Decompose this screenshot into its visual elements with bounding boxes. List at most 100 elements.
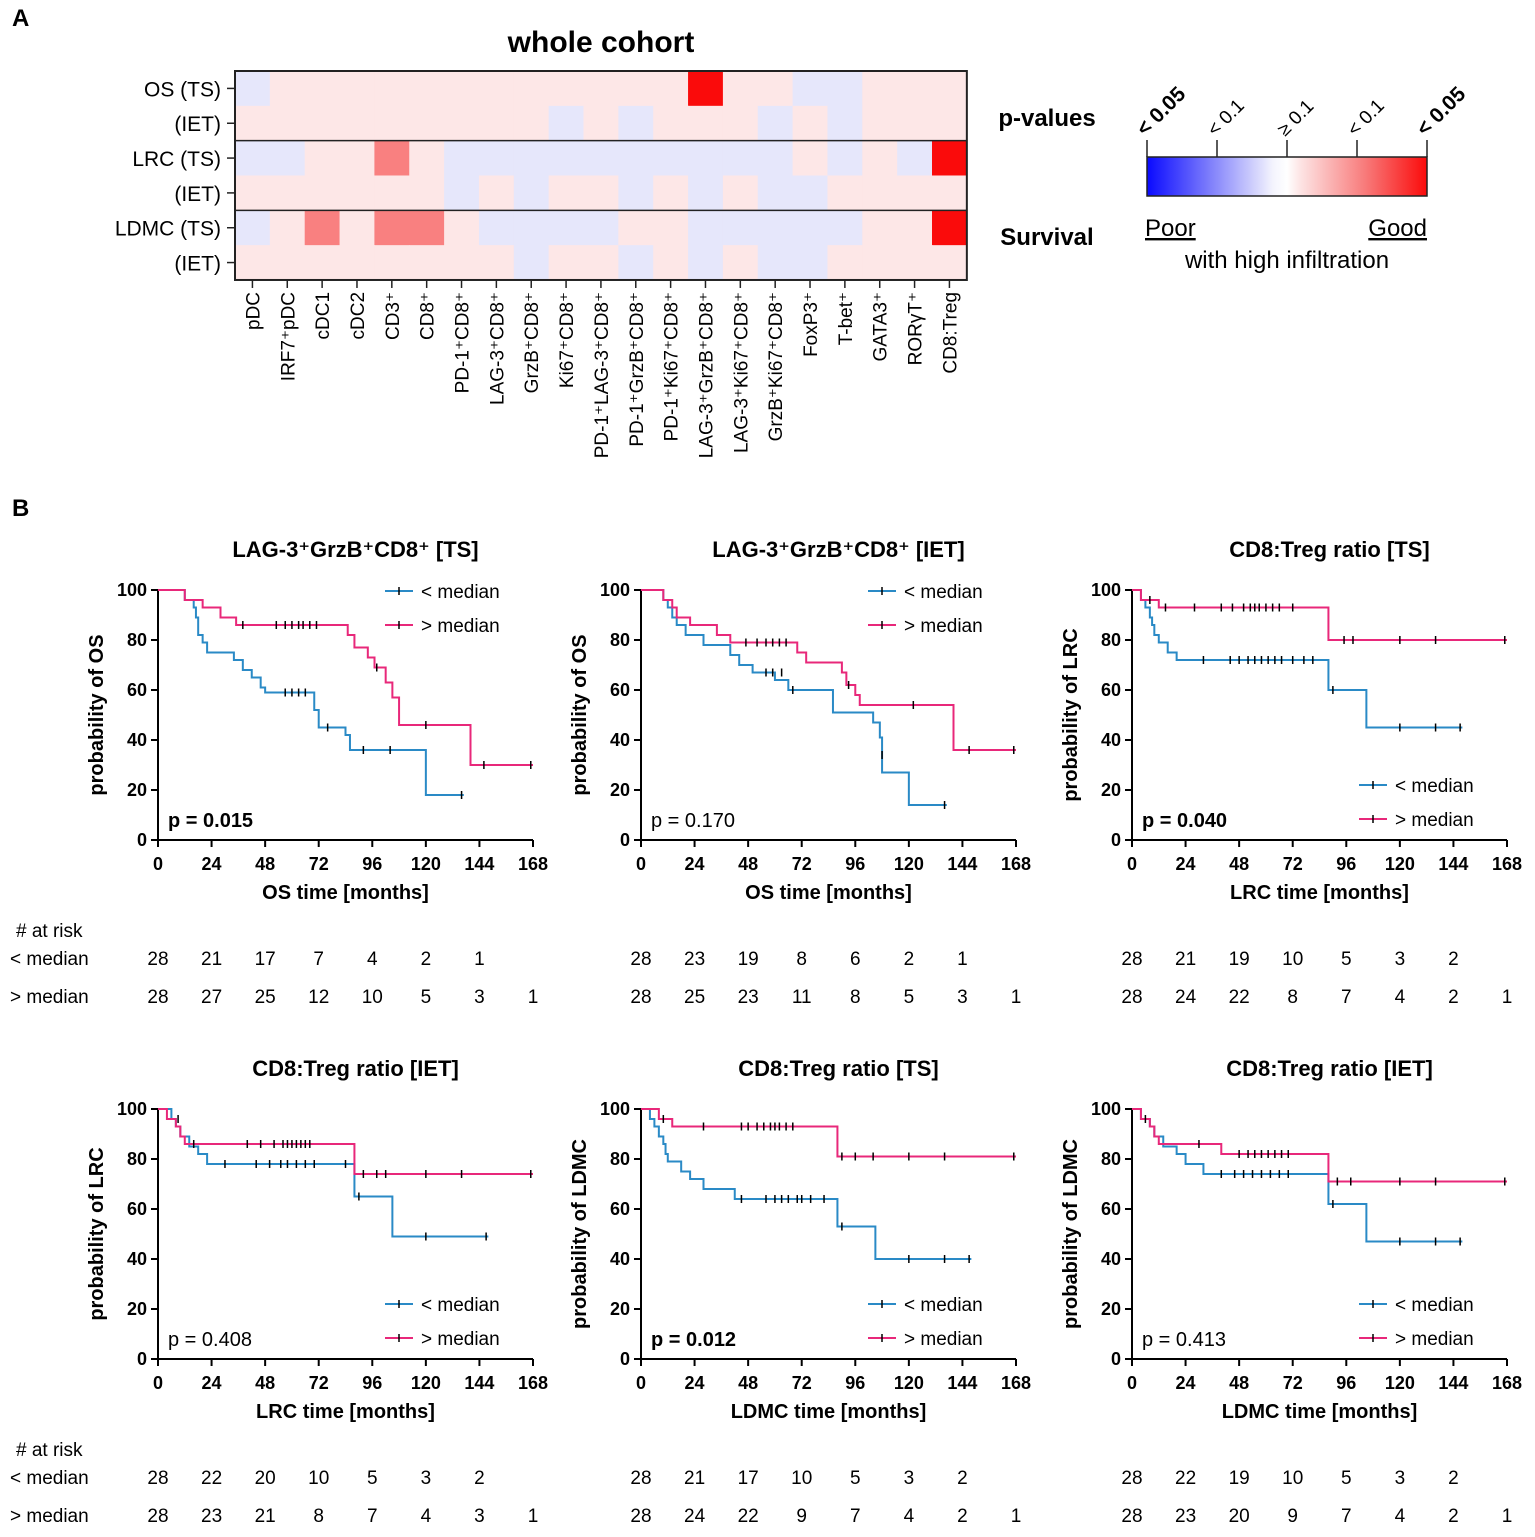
heatmap-cell <box>269 245 306 281</box>
heatmap-cell <box>932 245 968 281</box>
x-tick-label: 24 <box>1176 854 1196 874</box>
survival-label: Survival <box>1000 224 1093 251</box>
y-tick-label: 100 <box>117 1099 147 1119</box>
x-tick-label: 24 <box>202 854 222 874</box>
heatmap-cell <box>374 105 410 142</box>
heatmap-cell <box>583 210 619 246</box>
at-risk-below-count: 17 <box>738 1468 759 1489</box>
at-risk-below-count: 2 <box>1448 949 1459 970</box>
p-values-label: p-values <box>998 105 1095 132</box>
heatmap-cell <box>374 175 410 211</box>
y-tick-label: 80 <box>1101 1149 1121 1169</box>
legend-above-label: > median <box>904 616 983 637</box>
x-tick-label: 168 <box>518 1373 548 1393</box>
heatmap-cell <box>827 210 863 246</box>
y-tick-label: 40 <box>1101 730 1121 750</box>
at-risk-above-count: 5 <box>904 987 915 1008</box>
x-tick-label: 144 <box>947 1373 977 1393</box>
heatmap-cell <box>827 245 863 281</box>
x-tick-label: 96 <box>362 854 382 874</box>
heatmap-row-label: (IET) <box>174 253 221 276</box>
x-tick-label: 24 <box>202 1373 222 1393</box>
p-value: p = 0.040 <box>1142 810 1227 832</box>
at-risk-above-count: 2 <box>1448 987 1459 1008</box>
heatmap-cell <box>444 210 480 246</box>
heatmap-col-label: LAG-3⁺Ki67⁺CD8⁺ <box>731 292 752 453</box>
heatmap-cell <box>897 175 933 211</box>
y-tick-label: 20 <box>127 1299 147 1319</box>
at-risk-above-count: 8 <box>850 987 861 1008</box>
heatmap-cell <box>548 210 585 246</box>
heatmap-cell <box>478 71 515 107</box>
p-value: p = 0.170 <box>651 810 735 832</box>
x-tick-label: 48 <box>1229 854 1249 874</box>
panel-a-label: A <box>12 5 29 32</box>
y-tick-label: 0 <box>1111 830 1121 850</box>
heatmap-cell <box>235 140 271 177</box>
x-tick-label: 144 <box>1438 1373 1468 1393</box>
y-tick-label: 0 <box>1111 1349 1121 1369</box>
at-risk-above-count: 22 <box>738 1506 759 1527</box>
x-tick-label: 72 <box>309 1373 329 1393</box>
heatmap-cell <box>688 210 724 246</box>
heatmap-cell <box>374 210 410 246</box>
heatmap-cell <box>688 105 724 142</box>
heatmap-cell <box>653 71 689 107</box>
x-tick-label: 120 <box>411 1373 441 1393</box>
heatmap-cell <box>792 245 829 281</box>
y-tick-label: 60 <box>1101 680 1121 700</box>
heatmap-cell <box>653 245 689 281</box>
heatmap-cell <box>862 210 898 246</box>
heatmap-cell <box>339 71 375 107</box>
heatmap-cell <box>688 140 724 177</box>
heatmap-cell <box>932 175 968 211</box>
at-risk-above-count: 5 <box>421 987 432 1008</box>
heatmap-col-label: cDC1 <box>313 292 334 340</box>
at-risk-above-count: 7 <box>1341 987 1352 1008</box>
heatmap-cell <box>757 175 794 211</box>
curve-above-median <box>641 1108 1016 1158</box>
heatmap-cell <box>548 140 585 177</box>
km-chart: LAG-3⁺GrzB⁺CD8⁺ [IET]0 24 48 72 96 120 144 1680… <box>569 537 1031 1008</box>
x-tick-label: 144 <box>464 1373 494 1393</box>
at-risk-below-count: 20 <box>255 1468 276 1489</box>
at-risk-below-count: 2 <box>1448 1468 1459 1489</box>
at-risk-below-count: 19 <box>1229 949 1250 970</box>
at-risk-above-count: 3 <box>474 1506 485 1527</box>
at-risk-above-count: 7 <box>367 1506 378 1527</box>
heatmap-cell <box>792 175 829 211</box>
at-risk-below-count: 22 <box>201 1468 222 1489</box>
x-tick-label: 168 <box>1001 1373 1031 1393</box>
x-tick-label: 168 <box>1492 854 1522 874</box>
at-risk-below-count: 21 <box>684 1468 705 1489</box>
heatmap-cell <box>722 71 759 107</box>
infiltration-label: with high infiltration <box>1184 247 1389 274</box>
at-risk-above-count: 25 <box>684 987 705 1008</box>
km-chart: CD8:Treg ratio [TS]0 24 48 72 96 120 144 168020… <box>569 1056 1031 1527</box>
at-risk-row-below-label: < median <box>10 949 89 970</box>
heatmap-cell <box>548 71 585 107</box>
y-tick-label: 20 <box>1101 780 1121 800</box>
at-risk-above-count: 20 <box>1229 1506 1250 1527</box>
heatmap-title: whole cohort <box>507 26 695 59</box>
heatmap-col-label: CD8⁺ <box>418 292 439 340</box>
x-axis-label: OS time [months] <box>745 882 912 904</box>
y-tick-label: 80 <box>1101 630 1121 650</box>
x-tick-label: 144 <box>1438 854 1468 874</box>
good-label: Good <box>1368 215 1427 242</box>
heatmap-cell <box>583 175 619 211</box>
y-tick-label: 60 <box>610 1199 630 1219</box>
heatmap-cell <box>409 140 445 177</box>
at-risk-below-count: 5 <box>367 1468 378 1489</box>
at-risk-below-count: 6 <box>850 949 861 970</box>
y-tick-label: 40 <box>1101 1249 1121 1269</box>
curve-below-median <box>1132 589 1463 729</box>
x-tick-label: 144 <box>947 854 977 874</box>
heatmap-cell <box>688 175 724 211</box>
heatmap-cell <box>757 245 794 281</box>
curve-below-median <box>641 589 947 806</box>
x-tick-label: 96 <box>362 1373 382 1393</box>
heatmap-cell <box>548 175 585 211</box>
curve-below-median <box>641 1108 972 1260</box>
y-axis-label: probability of OS <box>569 634 591 795</box>
